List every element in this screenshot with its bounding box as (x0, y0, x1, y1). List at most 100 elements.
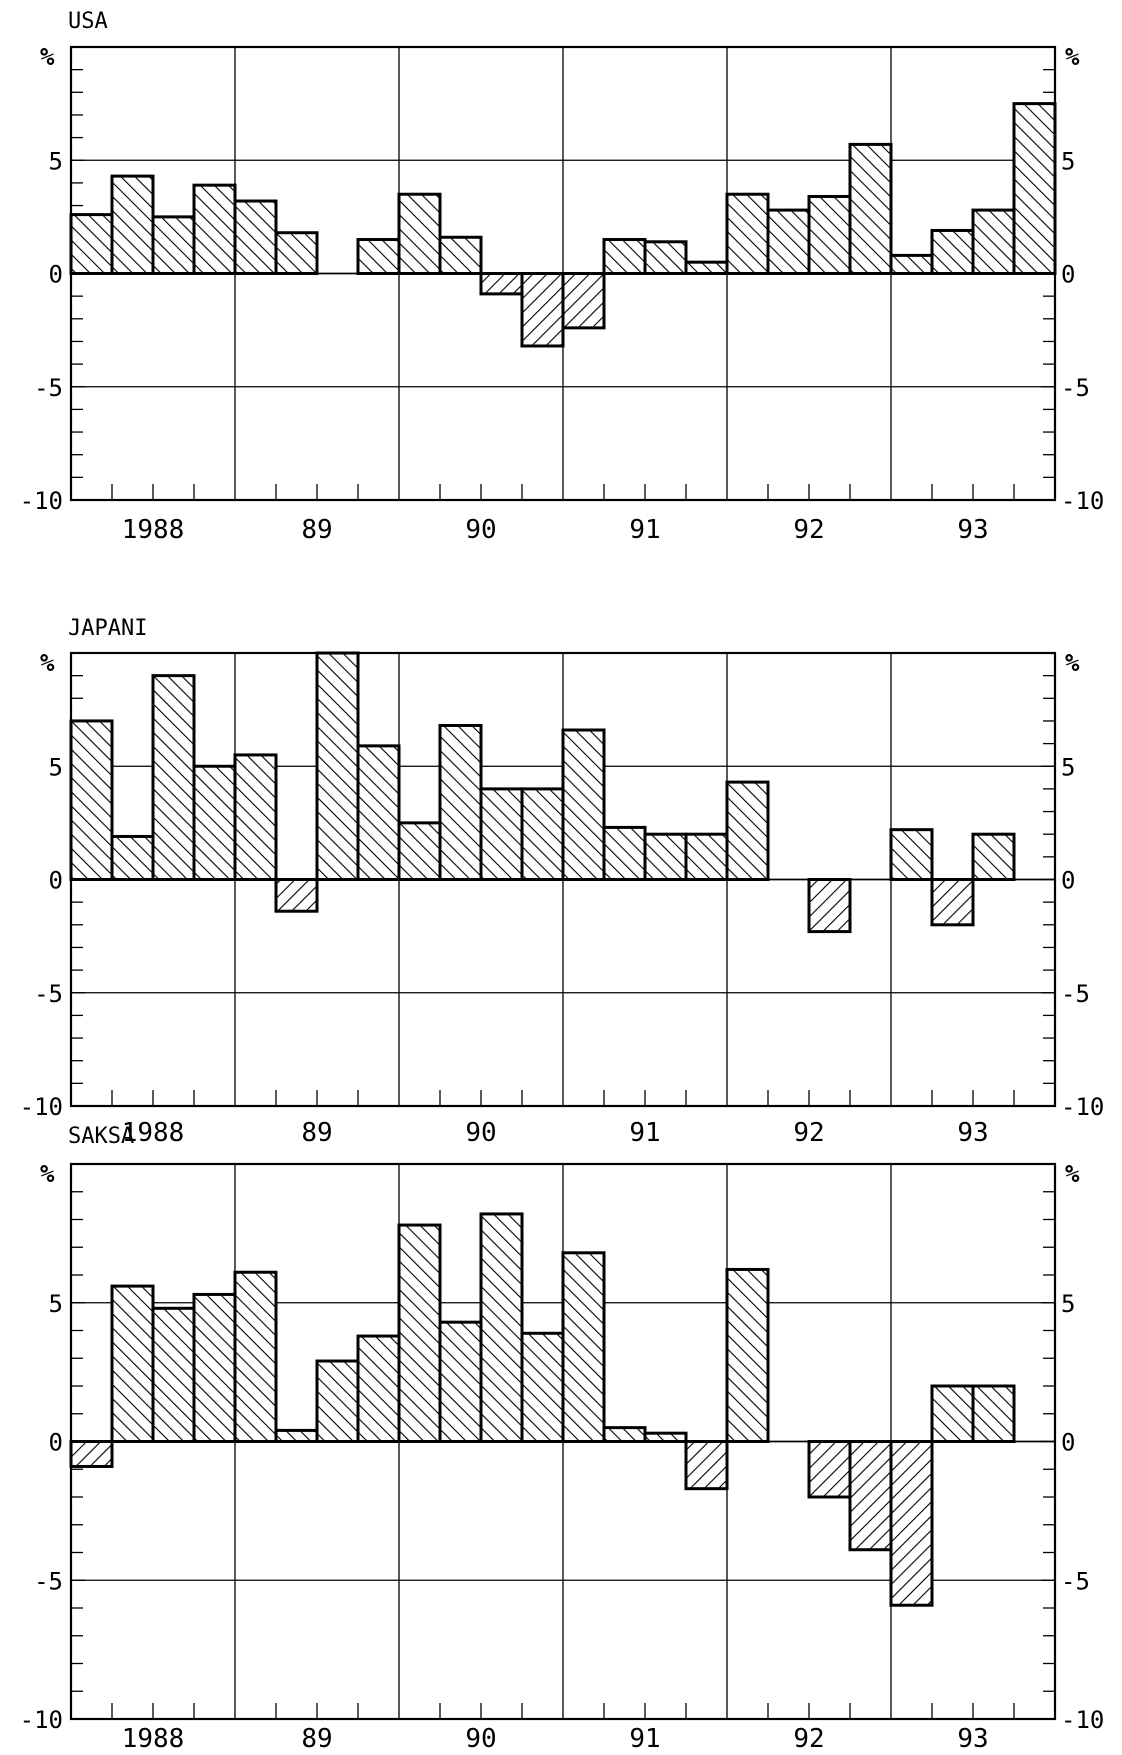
bar (110, 834, 155, 882)
bar (315, 651, 360, 881)
bar (110, 174, 155, 275)
bar (848, 142, 893, 275)
bar (602, 238, 647, 275)
bar (479, 787, 524, 882)
bar (643, 240, 688, 275)
bar (971, 1384, 1016, 1443)
bar (233, 753, 278, 881)
bar (725, 1267, 770, 1443)
plot-frame (69, 651, 1057, 1108)
chart-panel-japani: JAPANI% % -10 -10 -5 -5 0 0 5 5 1988 89 90 91 92 93 (20, 616, 1105, 1148)
bar (356, 744, 401, 881)
bar (643, 832, 688, 882)
y-tick-label-left: 0 (49, 1429, 63, 1457)
y-tick-label-right: -5 (1061, 374, 1090, 402)
bar (725, 192, 770, 276)
bar (848, 1440, 893, 1552)
bar (69, 1440, 114, 1468)
y-tick-label-right: -10 (1061, 487, 1104, 515)
x-year-label: 89 (301, 1118, 332, 1148)
x-year-label: 89 (301, 1724, 332, 1754)
bar (684, 260, 729, 275)
y-tick-label-left: 5 (49, 753, 63, 781)
y-tick-label-right: -10 (1061, 1093, 1104, 1121)
bar (561, 1251, 606, 1444)
bar (274, 231, 319, 275)
bar (971, 208, 1016, 275)
x-year-label: 92 (793, 1118, 824, 1148)
y-tick-label-right: -5 (1061, 1567, 1090, 1595)
bar (110, 1284, 155, 1443)
plot-frame (69, 45, 1057, 502)
bar (274, 1428, 319, 1444)
bar (889, 253, 934, 276)
bar (233, 199, 278, 276)
bar (438, 1320, 483, 1444)
bar (479, 1212, 524, 1443)
bar (233, 1270, 278, 1443)
bar (192, 764, 237, 881)
bar (192, 1292, 237, 1444)
bar (397, 192, 442, 276)
x-year-label: 90 (465, 1118, 496, 1148)
bar (274, 878, 319, 913)
x-year-label: 1988 (122, 1724, 185, 1754)
bar (520, 272, 565, 348)
x-year-label: 91 (629, 515, 660, 545)
y-tick-label-right: 0 (1061, 261, 1075, 289)
bar (315, 1359, 360, 1444)
y-tick-label-right: -10 (1061, 1706, 1104, 1734)
bar (151, 1306, 196, 1444)
x-year-label: 1988 (122, 1118, 185, 1148)
y-unit-label-right: % (1065, 649, 1080, 677)
x-year-label: 90 (465, 1724, 496, 1754)
x-year-label: 90 (465, 515, 496, 545)
bar (684, 832, 729, 882)
bar (807, 878, 852, 934)
chart-title: USA (68, 9, 108, 34)
y-tick-label-left: 5 (49, 1290, 63, 1318)
bar (69, 213, 114, 275)
bar (192, 183, 237, 275)
y-tick-label-left: -10 (20, 1093, 63, 1121)
bar (807, 1440, 852, 1499)
bar (561, 272, 606, 330)
y-tick-label-left: -10 (20, 487, 63, 515)
bar (971, 832, 1016, 882)
x-year-label: 91 (629, 1724, 660, 1754)
bar (684, 1440, 729, 1491)
bar (930, 878, 975, 927)
x-year-label: 91 (629, 1118, 660, 1148)
x-year-label: 1988 (122, 515, 185, 545)
bar (766, 208, 811, 275)
y-tick-label-left: 5 (49, 147, 63, 175)
y-unit-label-right: % (1065, 43, 1080, 71)
bar (520, 787, 565, 882)
chart-panel-usa: USA% % -10 -10 -5 -5 0 0 5 5 1988 89 90 91 92 93 (20, 9, 1105, 545)
bar (438, 235, 483, 275)
bar (561, 728, 606, 882)
bar (151, 215, 196, 275)
y-unit-label-left: % (40, 1160, 55, 1188)
x-year-label: 92 (793, 515, 824, 545)
chart-title: SAKSA (68, 1124, 134, 1149)
x-year-label: 93 (957, 515, 988, 545)
bar (602, 1426, 647, 1443)
y-unit-label-left: % (40, 649, 55, 677)
bar (889, 1440, 934, 1607)
x-year-label: 93 (957, 1118, 988, 1148)
y-tick-label-left: -5 (34, 1567, 63, 1595)
y-tick-label-left: -5 (34, 374, 63, 402)
bar (397, 1223, 442, 1444)
y-tick-label-left: -10 (20, 1706, 63, 1734)
bar (520, 1331, 565, 1444)
bar (438, 723, 483, 881)
bar (397, 821, 442, 881)
y-tick-label-right: -5 (1061, 980, 1090, 1008)
y-tick-label-right: 0 (1061, 867, 1075, 895)
bar (356, 238, 401, 275)
bar (602, 825, 647, 882)
bar (643, 1431, 688, 1444)
